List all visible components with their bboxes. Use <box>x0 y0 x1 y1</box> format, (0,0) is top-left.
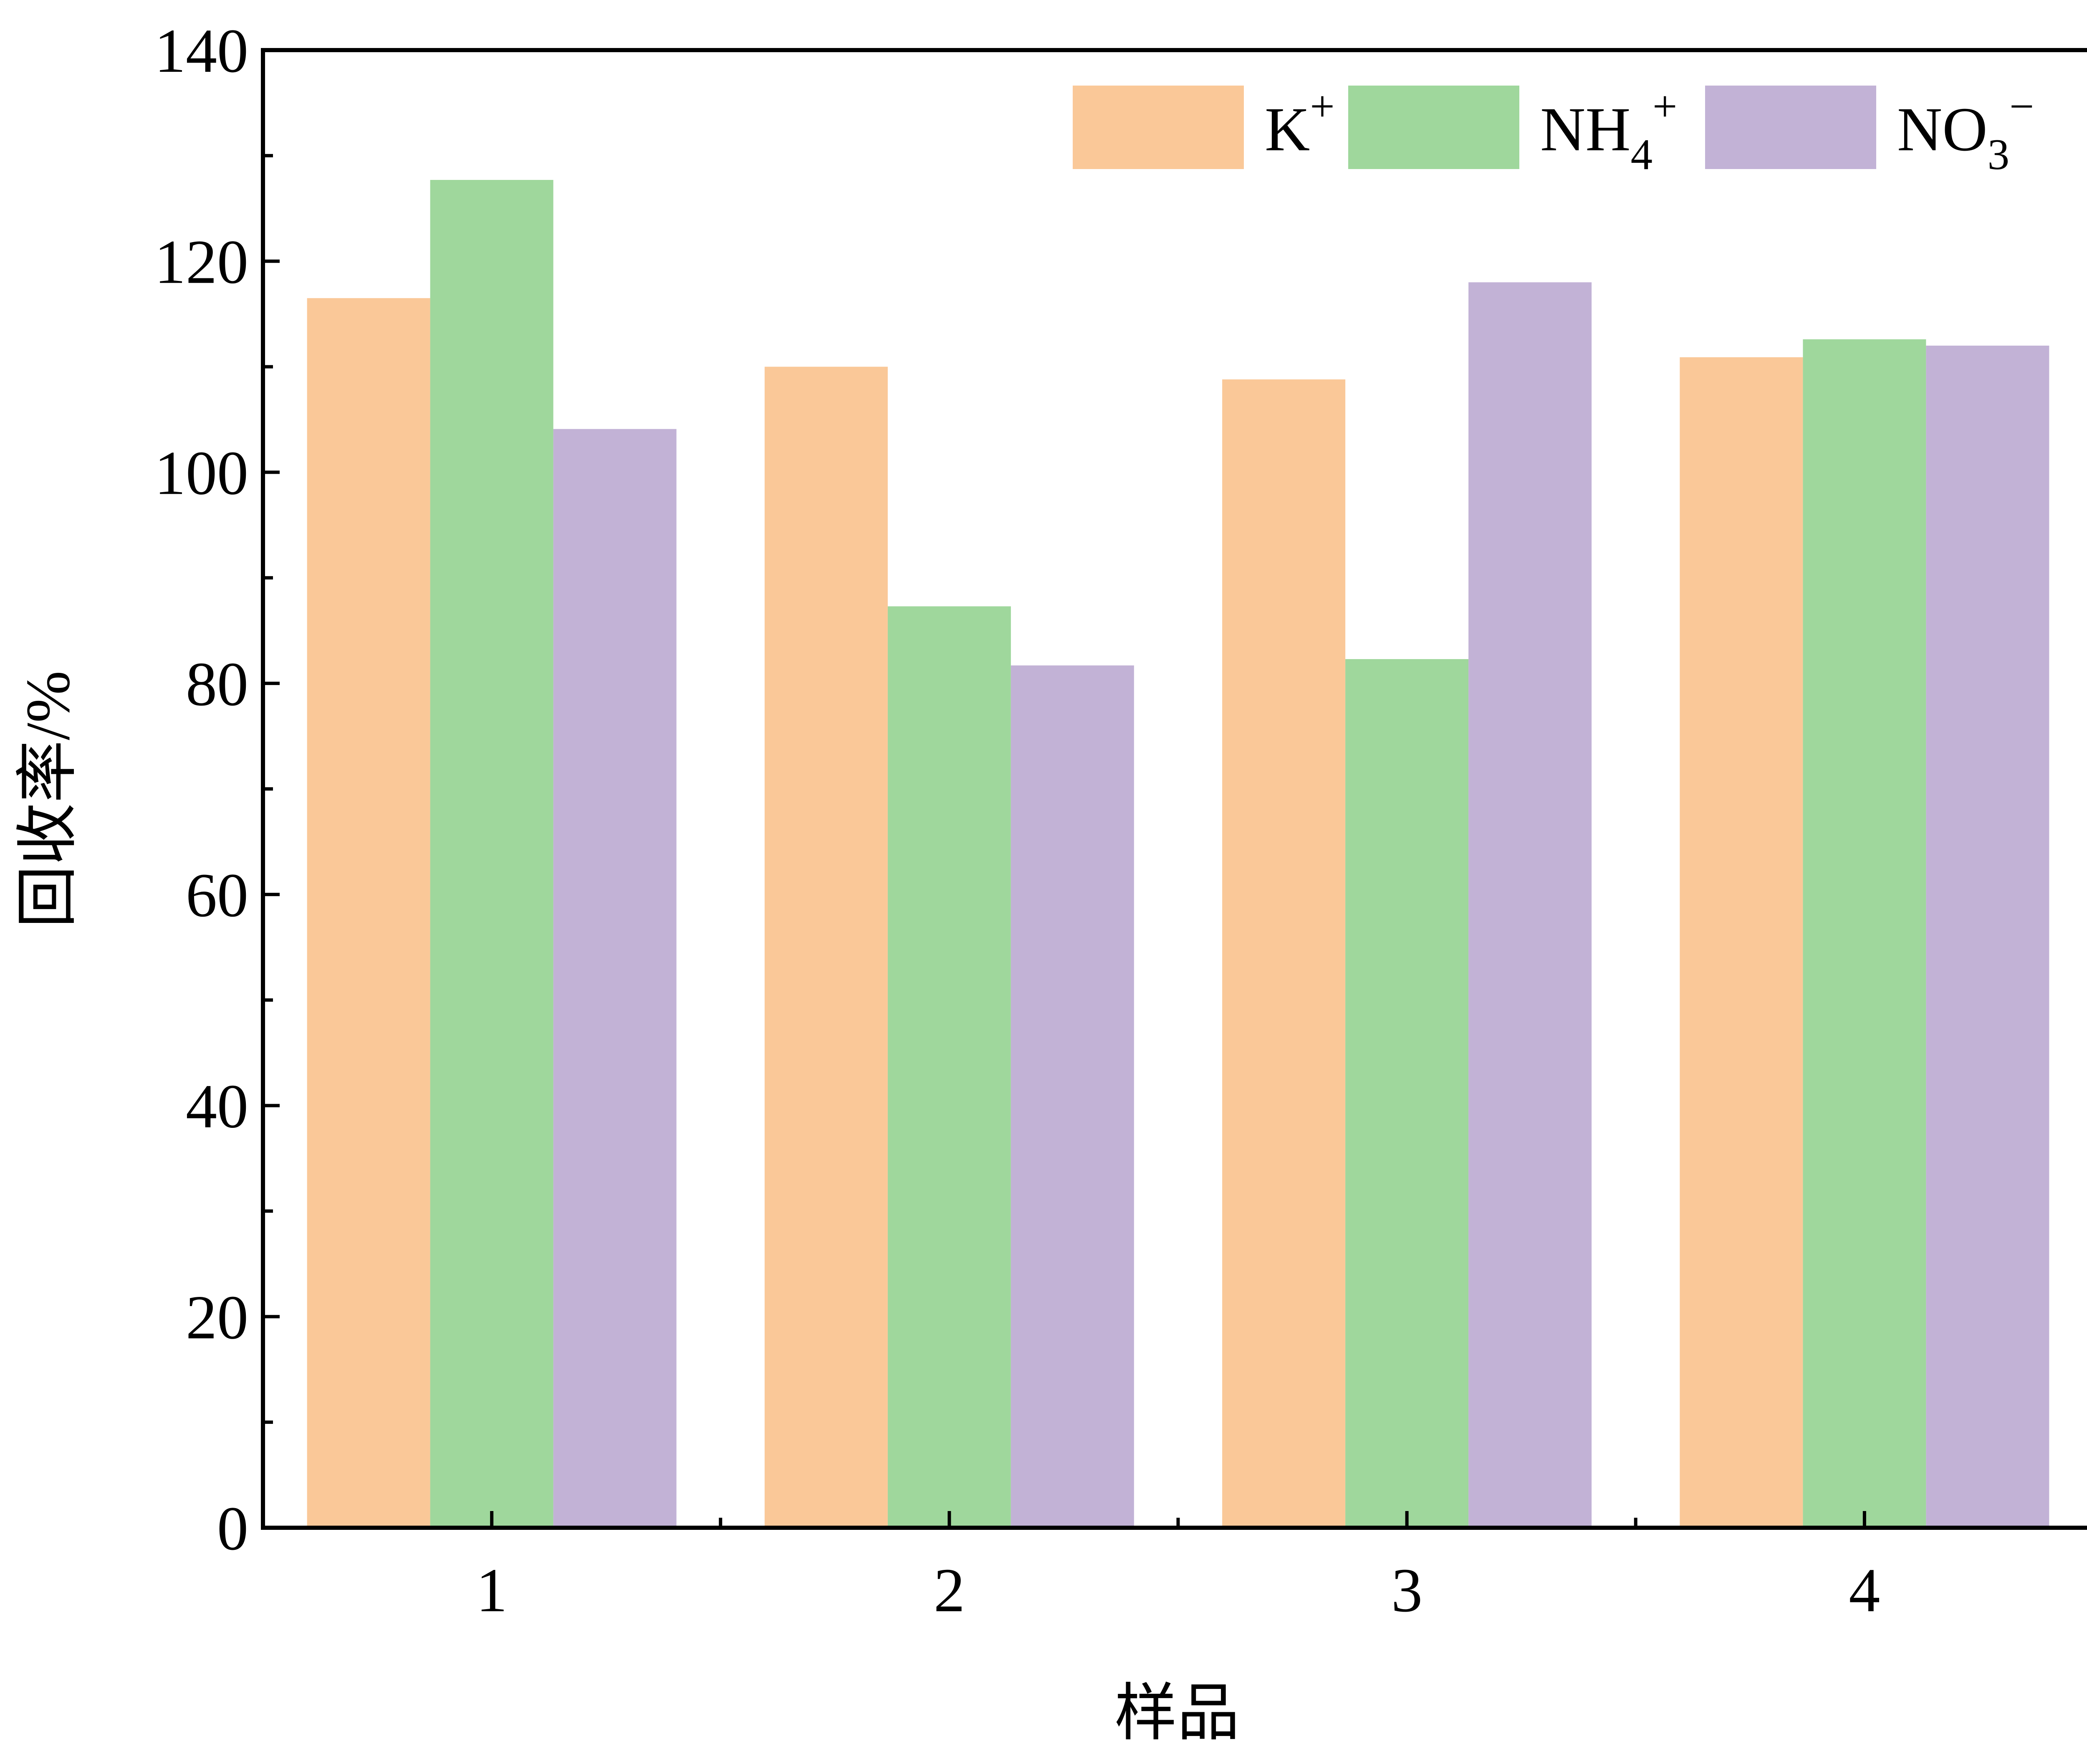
bar-NO3−-sample-4 <box>1926 346 2049 1528</box>
x-tick-label: 1 <box>476 1556 508 1625</box>
y-axis-title: 回收率/% <box>13 671 83 928</box>
legend-label-NH4+: NH4+ <box>1540 82 1677 179</box>
bar-NH4+-sample-2 <box>887 606 1011 1528</box>
y-tick-label: 60 <box>186 861 248 930</box>
bar-NH4+-sample-3 <box>1345 659 1469 1528</box>
y-tick-label: 40 <box>186 1072 248 1141</box>
bar-NH4+-sample-4 <box>1803 339 1926 1528</box>
bar-K+-sample-2 <box>764 366 888 1528</box>
legend-label-NO3−: NO3− <box>1897 82 2034 179</box>
x-tick-label: 4 <box>1849 1556 1880 1625</box>
legend-label-K+: K+ <box>1265 82 1335 164</box>
y-tick-label: 140 <box>154 16 248 86</box>
bar-K+-sample-3 <box>1222 379 1346 1528</box>
bar-NO3−-sample-3 <box>1468 282 1592 1528</box>
bar-NO3−-sample-2 <box>1011 665 1134 1528</box>
y-tick-label: 100 <box>154 438 248 508</box>
legend-swatch-NH4+ <box>1348 86 1519 169</box>
y-tick-label: 0 <box>217 1494 248 1563</box>
legend-swatch-NO3− <box>1705 86 1876 169</box>
legend: K+ NH4+ NO3− <box>1073 82 2034 179</box>
bar-K+-sample-4 <box>1680 357 1803 1528</box>
bar-NH4+-sample-1 <box>430 180 553 1528</box>
axes-layer: 0 20 40 60 80 100 120 140 1 2 3 4 <box>154 16 2087 1625</box>
legend-swatch-K+ <box>1073 86 1244 169</box>
y-tick-label: 20 <box>186 1283 248 1352</box>
bar-K+-sample-1 <box>307 298 430 1528</box>
y-tick-label: 80 <box>186 649 248 719</box>
x-axis-title: 样品 <box>1114 1679 1240 1748</box>
y-tick-label: 120 <box>154 227 248 297</box>
bar-NO3−-sample-1 <box>553 429 677 1528</box>
bars-layer <box>307 180 2049 1528</box>
x-tick-label: 3 <box>1391 1556 1422 1625</box>
x-tick-label: 2 <box>934 1556 965 1625</box>
